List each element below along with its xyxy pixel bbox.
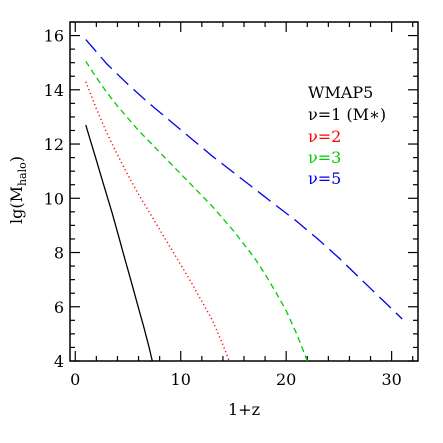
series-line-1 — [85, 124, 153, 362]
axis-tick-labels: 0 10 20 30 4 6 8 10 12 14 16 — [44, 27, 402, 389]
plot-frame — [69, 21, 419, 362]
y-tick-label: 16 — [44, 27, 64, 46]
legend-entry-nu3: ν=3 — [308, 148, 341, 167]
y-tick-label: 4 — [54, 352, 64, 371]
y-tick-label: 8 — [54, 244, 64, 263]
x-tick-label: 10 — [171, 370, 191, 389]
series-line-3 — [85, 60, 308, 362]
series-line-2 — [85, 81, 230, 362]
y-axis-label: lg(Mhalo) — [7, 156, 29, 224]
y-axis-label-main: lg(M — [7, 186, 26, 224]
x-tick-label: 30 — [381, 370, 401, 389]
legend-entry-nu5: ν=5 — [308, 169, 341, 188]
series-line-4 — [85, 39, 403, 320]
x-axis-label: 1+z — [228, 400, 260, 419]
legend: WMAP5 ν=1 (M∗) ν=2 ν=3 ν=5 — [308, 83, 386, 188]
svg-text:lg(Mhalo): lg(Mhalo) — [7, 156, 29, 224]
x-tick-label: 20 — [276, 370, 296, 389]
legend-entry-nu2: ν=2 — [308, 127, 341, 146]
axis-ticks — [70, 21, 418, 362]
y-tick-label: 14 — [44, 81, 64, 100]
series-lines — [85, 39, 403, 362]
y-tick-label: 12 — [44, 135, 64, 154]
legend-title: WMAP5 — [308, 83, 373, 102]
legend-entry-nu1: ν=1 (M∗) — [308, 105, 386, 124]
y-tick-label: 10 — [44, 189, 64, 208]
y-axis-label-close: ) — [7, 156, 26, 162]
y-axis-label-subscript: halo — [16, 162, 29, 186]
y-tick-label: 6 — [54, 298, 64, 317]
x-tick-label: 0 — [70, 370, 80, 389]
